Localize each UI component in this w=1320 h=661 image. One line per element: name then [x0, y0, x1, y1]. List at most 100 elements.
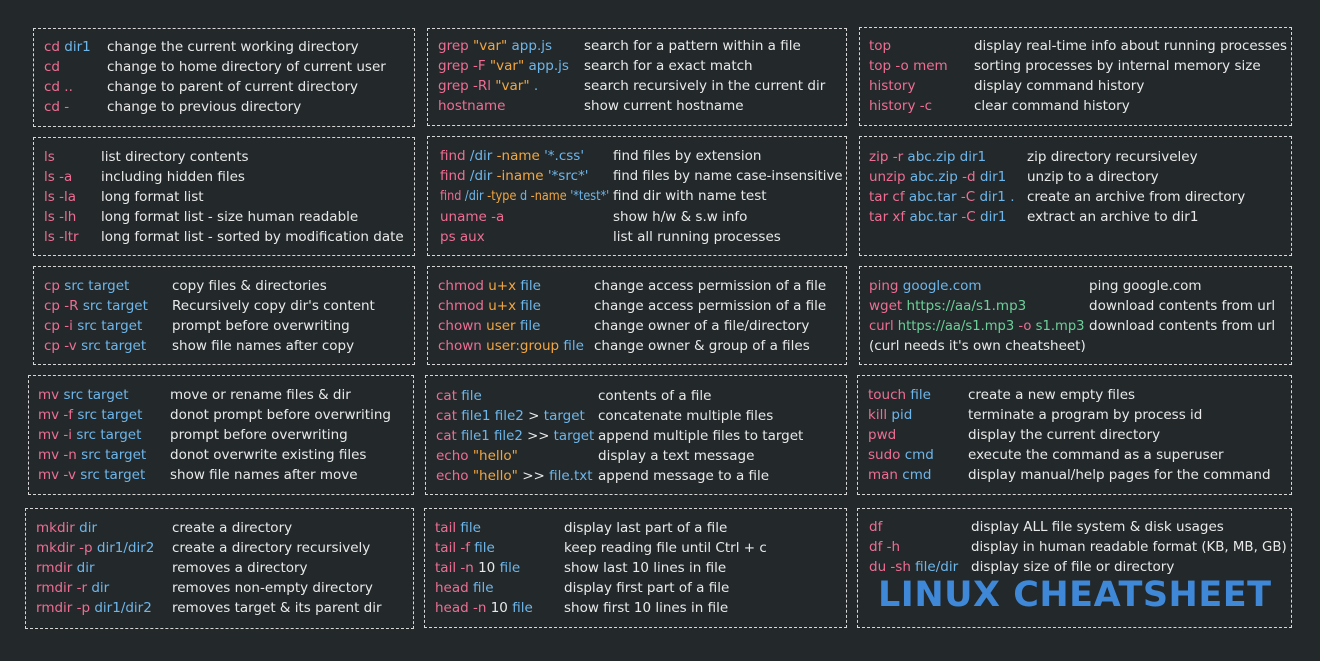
command-token: tar xf [869, 209, 910, 225]
command-token: src target [81, 338, 147, 354]
description-cp-0: copy files & directories [172, 278, 327, 294]
command-token: man [868, 467, 903, 483]
command-token: abc.zip [909, 169, 963, 185]
command-cp-1: cp -R src target [44, 296, 148, 316]
command-token: file [473, 580, 494, 596]
description-mv-1: donot prompt before overwriting [170, 407, 391, 423]
command-token: history -c [869, 98, 933, 114]
command-token: history [869, 78, 916, 94]
command-token: touch [868, 387, 911, 403]
command-token: cd - [44, 99, 70, 115]
command-touch-2: pwd [868, 425, 896, 445]
command-token: mkdir [36, 520, 80, 536]
description-mv-3: donot overwrite existing files [170, 447, 367, 463]
command-cp-0: cp src target [44, 276, 129, 296]
description-mv-2: prompt before overwriting [170, 427, 348, 443]
command-token: "hello" [472, 448, 518, 464]
command-token: >> [527, 428, 554, 444]
command-token: u+x [488, 298, 521, 314]
command-df-0: df [869, 517, 882, 537]
description-mkdir-2: removes a directory [172, 560, 308, 576]
command-mv-1: mv -f src target [38, 405, 142, 425]
description-zip-0: zip directory recursiveley [1027, 149, 1198, 165]
command-df-1: df -h [869, 537, 900, 557]
command-token: -iname [496, 168, 548, 185]
box-chmod [427, 266, 847, 365]
command-find-1: find /dir -iname '*src*' [440, 166, 588, 186]
description-touch-0: create a new empty files [968, 387, 1136, 403]
command-token: head [435, 580, 473, 596]
description-zip-3: extract an archive to dir1 [1027, 209, 1199, 225]
command-token: find [440, 148, 470, 164]
command-mv-4: mv -v src target [38, 465, 145, 485]
description-top-1: sorting processes by internal memory siz… [974, 58, 1261, 74]
command-token: zip -r [869, 149, 908, 165]
description-cd-1: change to home directory of current user [107, 59, 386, 75]
description-ls-0: list directory contents [101, 149, 249, 165]
command-token: mv -v [38, 467, 81, 483]
command-cat-2: cat file1 file2 >> target [436, 426, 594, 446]
description-grep-2: search recursively in the current dir [584, 78, 826, 94]
box-mv [28, 375, 414, 495]
description-find-0: find files by extension [613, 148, 762, 164]
description-mkdir-3: removes non-empty directory [172, 580, 373, 596]
command-top-0: top [869, 36, 891, 56]
description-ping-1: download contents from url [1089, 298, 1276, 314]
command-token: hostname [438, 98, 506, 114]
command-token: mv -i [38, 427, 77, 443]
description-cat-2: append multiple files to target [598, 428, 804, 444]
command-token: . [533, 78, 539, 94]
command-token: /dir [464, 188, 488, 205]
command-token: -name [530, 188, 571, 205]
command-token: file [519, 318, 541, 334]
description-find-3: show h/w & s.w info [613, 208, 748, 225]
command-touch-3: sudo cmd [868, 445, 934, 465]
command-token: 10 [490, 600, 513, 616]
command-find-0: find /dir -name '*.css' [440, 146, 584, 166]
description-df-0: display ALL file system & disk usages [971, 519, 1224, 535]
command-token: >> [522, 468, 550, 484]
box-ping [859, 266, 1292, 365]
command-token: cp [44, 278, 65, 294]
command-token: -C [961, 209, 981, 225]
command-find-2: find /dir -type d -name '*test*' [440, 186, 609, 206]
command-zip-3: tar xf abc.tar -C dir1 [869, 207, 1006, 227]
command-chmod-0: chmod u+x file [438, 276, 541, 296]
description-tail-3: display first part of a file [564, 580, 730, 596]
command-token: echo [436, 468, 473, 484]
command-mv-0: mv src target [38, 385, 129, 405]
command-token: app.js [511, 38, 553, 54]
command-token: dir1 [64, 39, 91, 55]
command-mkdir-2: rmdir dir [36, 558, 95, 578]
command-chmod-1: chmod u+x file [438, 296, 541, 316]
description-cat-1: concatenate multiple files [598, 408, 774, 424]
description-find-4: list all running processes [613, 228, 781, 245]
description-chmod-0: change access permission of a file [594, 278, 827, 294]
description-mkdir-4: removes target & its parent dir [172, 600, 382, 616]
command-token: file [563, 338, 584, 354]
command-token: d [519, 188, 531, 205]
command-touch-1: kill pid [868, 405, 912, 425]
description-cat-4: append message to a file [598, 468, 770, 484]
command-token: src target [76, 427, 142, 443]
command-token: rmdir [36, 560, 77, 576]
description-cp-1: Recursively copy dir's content [172, 298, 375, 314]
command-token: abc.tar [909, 209, 962, 225]
command-token: src target [81, 447, 147, 463]
box-cd [33, 28, 415, 127]
command-ping-3: (curl needs it's own cheatsheet) [869, 336, 1086, 356]
command-ping-1: wget https://aa/s1.mp3 [869, 296, 1026, 316]
command-token: target [553, 428, 595, 444]
command-token: -o [1018, 318, 1036, 334]
command-token: dir1 . [979, 189, 1015, 205]
command-grep-1: grep -F "var" app.js [438, 56, 569, 76]
command-touch-0: touch file [868, 385, 931, 405]
command-ls-0: ls [44, 147, 55, 167]
command-chmod-3: chown user:group file [438, 336, 584, 356]
description-cat-0: contents of a file [598, 388, 712, 404]
description-top-3: clear command history [974, 98, 1130, 114]
command-token: ls -lh [44, 209, 77, 225]
command-token: '*.css' [544, 148, 585, 164]
command-token: file.txt [549, 468, 593, 484]
command-token: src target [80, 467, 146, 483]
